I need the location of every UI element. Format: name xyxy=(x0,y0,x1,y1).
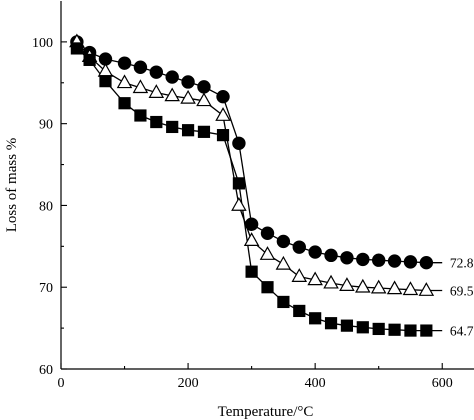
square-marker xyxy=(324,317,338,330)
circle-marker xyxy=(181,75,195,89)
markers: 72.8% 69.5% 64.7% xyxy=(69,33,474,339)
series-1-end-label: 69.5% xyxy=(450,283,474,298)
labels: Temperature/°C Loss of mass % xyxy=(4,138,313,420)
circle-marker xyxy=(197,80,211,94)
square-marker xyxy=(404,324,417,337)
x-tick-label: 0 xyxy=(58,376,65,391)
triangle-marker xyxy=(402,281,419,296)
triangle-marker xyxy=(148,84,165,98)
circle-marker xyxy=(308,245,322,259)
triangle-marker xyxy=(291,268,308,282)
series-0-line xyxy=(76,41,443,264)
square-marker xyxy=(118,97,131,110)
triangle-marker xyxy=(259,246,276,260)
circle-marker xyxy=(292,240,306,254)
triangle-marker xyxy=(180,89,196,104)
y-tick-label: 90 xyxy=(39,118,53,133)
y-tick-label: 70 xyxy=(39,281,53,296)
circle-marker xyxy=(165,70,179,84)
y-axis-label: Loss of mass % xyxy=(4,138,20,233)
axes: 0 200 400 600 60 70 80 90 100 xyxy=(32,1,474,391)
square-marker xyxy=(232,177,246,190)
circle-marker xyxy=(149,65,164,79)
y-tick-label: 60 xyxy=(39,363,53,378)
triangle-marker xyxy=(323,274,339,289)
triangle-marker xyxy=(164,87,180,102)
x-tick-label: 200 xyxy=(178,376,199,391)
square-marker xyxy=(245,265,258,278)
series-0-end-label: 72.8% xyxy=(450,256,474,271)
triangle-marker xyxy=(196,92,212,107)
circle-marker xyxy=(419,255,434,270)
square-marker xyxy=(181,124,195,137)
circle-marker xyxy=(324,248,338,263)
circle-marker xyxy=(340,251,354,265)
square-marker xyxy=(277,295,290,309)
circle-marker xyxy=(216,89,230,104)
triangle-marker xyxy=(307,271,323,286)
square-marker xyxy=(70,42,83,55)
square-marker xyxy=(388,323,401,336)
curves xyxy=(76,41,443,332)
triangle-marker xyxy=(370,279,387,294)
circle-marker xyxy=(387,254,402,268)
triangle-marker xyxy=(275,255,292,270)
y-tick-label: 80 xyxy=(39,199,53,214)
circle-marker xyxy=(356,252,370,267)
triangle-marker xyxy=(386,280,403,295)
square-marker xyxy=(420,324,433,337)
square-marker xyxy=(261,281,274,294)
circle-marker xyxy=(403,255,418,269)
triangle-marker xyxy=(355,278,371,293)
y-tick-label: 100 xyxy=(32,36,53,51)
square-marker xyxy=(134,109,147,122)
circle-marker xyxy=(117,56,132,70)
square-marker xyxy=(99,75,112,88)
square-marker xyxy=(372,322,385,336)
triangle-marker xyxy=(418,282,435,296)
x-tick-label: 400 xyxy=(305,376,326,391)
square-marker xyxy=(340,319,354,332)
square-marker xyxy=(309,312,322,325)
triangle-marker xyxy=(339,277,355,291)
square-marker xyxy=(150,115,163,129)
square-marker xyxy=(197,125,211,138)
circle-marker xyxy=(371,253,386,267)
series-2-end-label: 64.7% xyxy=(450,324,474,339)
series-1-line xyxy=(76,41,443,292)
triangle-marker xyxy=(243,232,260,247)
triangle-marker xyxy=(215,107,231,121)
square-marker xyxy=(83,53,96,66)
triangle-marker xyxy=(231,197,247,211)
triangle-marker xyxy=(132,79,149,94)
circle-marker xyxy=(232,136,246,150)
circle-marker xyxy=(260,226,275,240)
square-marker xyxy=(216,129,230,142)
x-axis-label: Temperature/°C xyxy=(218,404,314,420)
square-marker xyxy=(356,321,369,334)
circle-marker xyxy=(244,217,259,231)
x-tick-label: 600 xyxy=(432,376,453,391)
circle-marker xyxy=(133,60,148,74)
square-marker xyxy=(166,120,179,134)
square-marker xyxy=(293,304,306,318)
triangle-marker xyxy=(116,74,133,89)
triangle-marker xyxy=(97,62,114,77)
circle-marker xyxy=(276,234,291,249)
